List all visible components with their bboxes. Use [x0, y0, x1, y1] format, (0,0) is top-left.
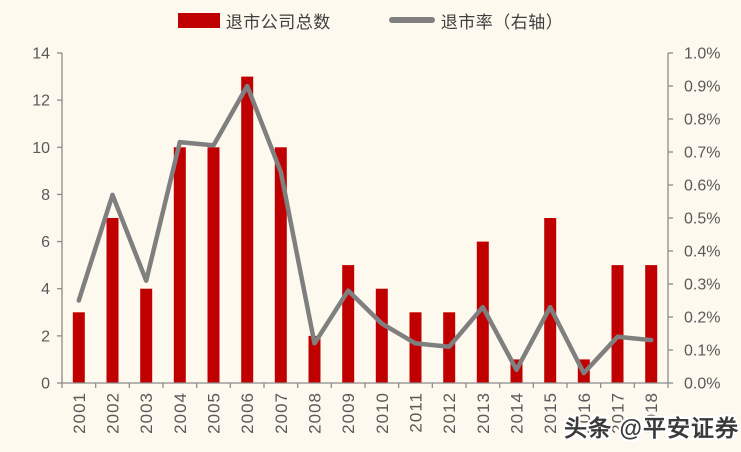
right-axis-label-1.0%: 1.0%: [684, 46, 720, 63]
right-axis-label-0.5%: 0.5%: [684, 211, 720, 228]
legend-label-delisted-count: 退市公司总数: [225, 12, 331, 32]
line-swatch-icon: [388, 17, 435, 23]
left-axis-label-2: 2: [41, 328, 50, 345]
bar-2006: [241, 76, 254, 383]
bar-2015: [544, 218, 557, 383]
x-axis-label-2012: 2012: [440, 392, 459, 434]
x-axis-label-2006: 2006: [238, 392, 257, 434]
bar-2018: [645, 265, 658, 383]
right-axis-label-0.9%: 0.9%: [684, 79, 720, 96]
bar-2017: [611, 265, 624, 383]
x-axis-label-2015: 2015: [541, 392, 560, 434]
x-axis-label-2009: 2009: [339, 392, 358, 434]
right-axis-label-0.7%: 0.7%: [684, 145, 720, 162]
chart-legend: 退市公司总数 退市率（右轴）: [0, 7, 741, 33]
x-axis-label-2008: 2008: [306, 392, 325, 434]
x-axis-label-2013: 2013: [474, 392, 493, 434]
legend-item-delisting-rate: 退市率（右轴）: [388, 8, 564, 33]
bar-2003: [140, 288, 153, 383]
bar-swatch-icon: [177, 12, 220, 28]
bar-2004: [173, 147, 186, 383]
bar-2001: [72, 312, 85, 383]
right-axis-label-0.3%: 0.3%: [684, 277, 720, 294]
bar-2011: [409, 312, 422, 383]
left-axis-label-4: 4: [41, 281, 50, 298]
right-axis-label-0.8%: 0.8%: [684, 112, 720, 129]
left-axis-label-10: 10: [32, 140, 50, 157]
bar-2005: [207, 147, 220, 383]
watermark: 头条 @平安证券: [564, 415, 739, 441]
x-axis-label-2007: 2007: [272, 392, 291, 434]
x-axis-label-2018: 2018: [642, 392, 661, 434]
x-axis-label-2003: 2003: [137, 392, 156, 434]
x-axis-label-2004: 2004: [171, 392, 190, 434]
left-axis-label-12: 12: [32, 93, 50, 110]
right-axis-label-0.6%: 0.6%: [684, 178, 720, 195]
delisting-rate-line: [76, 83, 654, 376]
x-axis-label-2001: 2001: [70, 392, 89, 434]
x-axis-label-2005: 2005: [205, 392, 224, 434]
legend-item-delisted-count: 退市公司总数: [177, 8, 331, 33]
left-axis-label-8: 8: [41, 187, 50, 204]
legend-label-delisting-rate: 退市率（右轴）: [440, 12, 564, 32]
x-axis-label-2002: 2002: [104, 392, 123, 434]
right-axis-label-0.0%: 0.0%: [684, 376, 720, 393]
right-axis-label-0.1%: 0.1%: [684, 343, 720, 360]
bar-2013: [476, 241, 489, 383]
bar-2007: [274, 147, 287, 383]
bar-2008: [308, 335, 321, 383]
x-axis-label-2011: 2011: [407, 392, 426, 433]
bar-2009: [342, 265, 355, 383]
x-axis-label-2016: 2016: [575, 392, 594, 434]
x-axis-label-2017: 2017: [609, 392, 628, 434]
right-axis-label-0.4%: 0.4%: [684, 244, 720, 261]
left-axis-label-6: 6: [41, 234, 50, 251]
x-axis-label-2014: 2014: [508, 392, 527, 434]
left-axis-label-14: 14: [32, 46, 50, 63]
left-axis-label-0: 0: [41, 376, 50, 393]
x-axis-label-2010: 2010: [373, 392, 392, 434]
right-axis-label-0.2%: 0.2%: [684, 310, 720, 327]
bar-2002: [106, 218, 119, 383]
bar-2010: [375, 288, 388, 383]
